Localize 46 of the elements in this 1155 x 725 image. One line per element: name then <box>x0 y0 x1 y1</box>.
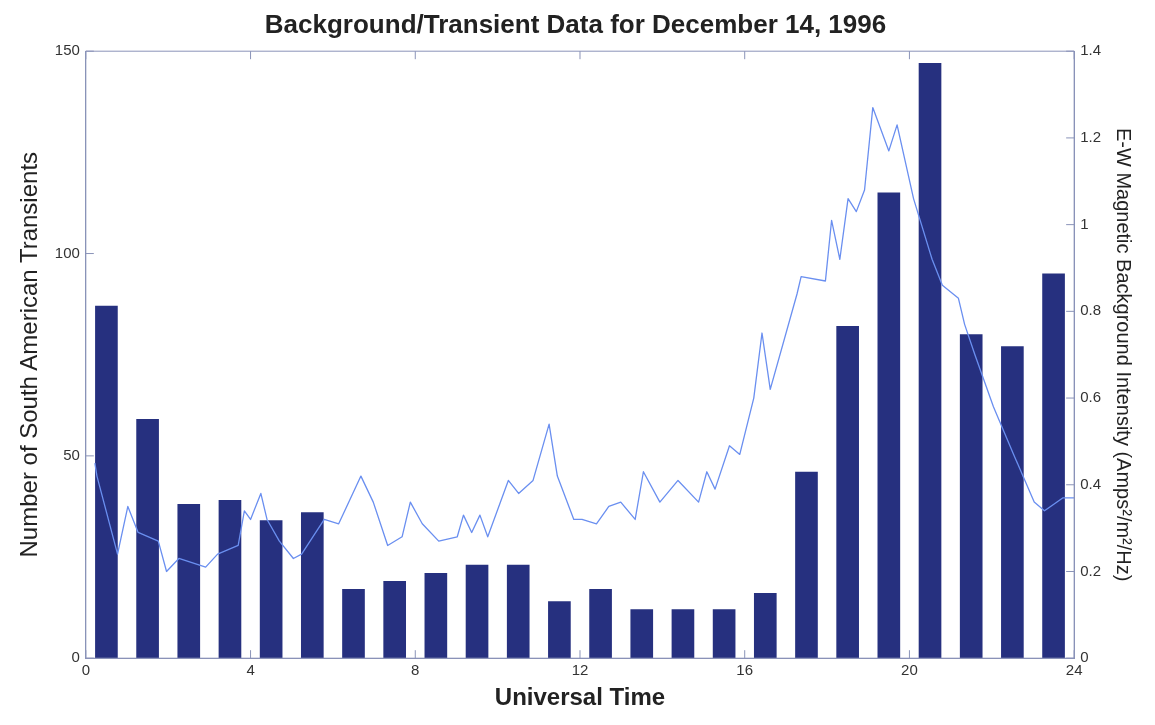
bar <box>300 512 324 659</box>
y2-axis-title: E-W Magnetic Background Intensity (Amps²/m²/Hz) <box>1113 127 1136 582</box>
bar <box>959 334 983 659</box>
bar <box>342 589 365 659</box>
x-axis-title: Universal Time <box>494 683 666 711</box>
y2-tick-label: 1.2 <box>1080 128 1102 146</box>
x-tick-label: 8 <box>411 661 420 679</box>
bar <box>795 471 818 659</box>
x-tick-label: 4 <box>246 661 255 679</box>
x-tick-label: 20 <box>901 661 918 679</box>
bar <box>548 601 571 659</box>
y2-tick-label: 0 <box>1080 648 1089 666</box>
bar <box>136 419 159 659</box>
bar <box>95 305 118 659</box>
y2-tick-label: 1 <box>1080 214 1089 232</box>
y-tick-label: 150 <box>54 41 80 59</box>
y2-tick-label: 0.4 <box>1080 474 1102 492</box>
bar <box>259 520 283 659</box>
y-tick-label: 0 <box>71 648 80 666</box>
bar <box>1042 273 1065 659</box>
bar <box>218 500 242 659</box>
bar <box>383 580 407 659</box>
y2-tick-label: 0.2 <box>1080 561 1102 579</box>
y2-tick-label: 0.8 <box>1080 301 1102 319</box>
bar <box>589 589 612 659</box>
bar <box>424 572 448 659</box>
bar <box>753 593 777 659</box>
y-tick-label: 100 <box>54 243 80 261</box>
x-tick-label: 16 <box>736 661 754 679</box>
bar <box>465 564 489 659</box>
x-tick-label: 24 <box>1065 661 1083 679</box>
y-tick-label: 50 <box>63 446 80 464</box>
x-tick-label: 12 <box>571 661 589 679</box>
bar <box>836 326 859 659</box>
bar <box>877 192 901 659</box>
bar <box>630 609 654 659</box>
y-axis-title: Number of South American Transients <box>15 151 43 558</box>
bar <box>918 63 942 659</box>
bar <box>177 504 201 659</box>
chart-title: Background/Transient Data for December 14, 1996 <box>264 8 887 39</box>
y2-tick-label: 1.4 <box>1080 41 1102 59</box>
y2-tick-label: 0.6 <box>1080 388 1102 406</box>
bar <box>671 609 695 659</box>
bar <box>1001 346 1024 659</box>
bar <box>712 609 736 659</box>
bar <box>506 564 530 659</box>
